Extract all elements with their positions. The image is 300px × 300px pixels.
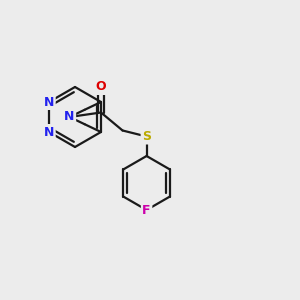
- Text: S: S: [142, 130, 151, 143]
- Text: N: N: [44, 125, 54, 139]
- Text: O: O: [96, 80, 106, 94]
- Text: N: N: [44, 95, 54, 109]
- Text: F: F: [142, 203, 151, 217]
- Text: N: N: [64, 110, 75, 124]
